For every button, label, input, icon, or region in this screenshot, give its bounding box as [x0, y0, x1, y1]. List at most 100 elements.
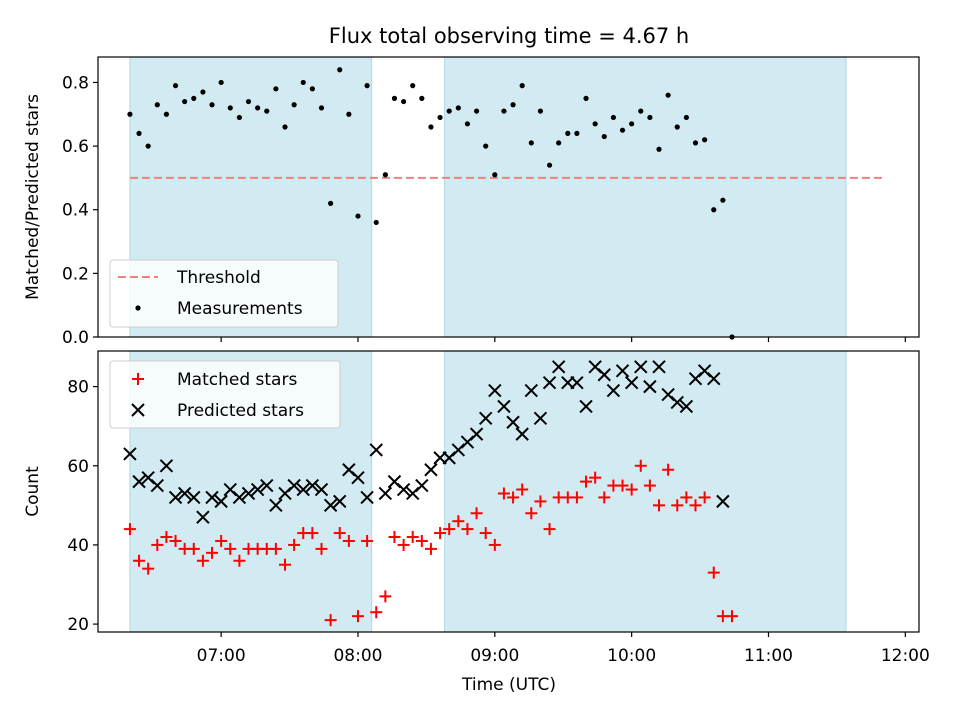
measurement-point: [702, 137, 708, 143]
predicted-point: [551, 360, 566, 374]
measurement-point: [255, 105, 261, 111]
measurement-point: [683, 114, 689, 121]
measurement-point: [428, 124, 434, 130]
matched-point: [643, 479, 656, 492]
predicted-point-b: [360, 490, 374, 505]
measurement-point: [236, 114, 242, 121]
measurement-point: [546, 162, 553, 168]
measurement-point: [510, 102, 516, 108]
matched-stars-points: [123, 459, 738, 627]
measurement-point: [583, 95, 589, 101]
measurement-point: [300, 79, 306, 86]
y-tick-label: 40: [67, 536, 89, 556]
predicted-point: [396, 482, 411, 497]
matched-point: [215, 534, 228, 547]
predicted-point-b: [524, 383, 539, 398]
matched-point: [680, 491, 693, 504]
matched-point: [306, 527, 319, 540]
matched-point: [534, 495, 547, 508]
predicted-point: [378, 486, 393, 501]
predicted-point: [305, 478, 320, 493]
legend-matched-marker: [132, 373, 144, 385]
matched-point: [525, 507, 538, 520]
legend-measurements-label: Measurements: [177, 299, 303, 319]
predicted-point-b: [205, 490, 219, 505]
matched-point: [689, 499, 702, 512]
matched-point: [361, 534, 374, 547]
top-y-axis-label: Matched/Predicted stars: [23, 94, 43, 300]
measurement-point: [528, 140, 534, 146]
bottom-legend-box: [109, 360, 341, 429]
measurement-point: [565, 130, 571, 136]
predicted-point-b: [141, 470, 155, 485]
top-y-ticks: 0.0 0.2 0.4 0.6 0.8: [62, 73, 98, 348]
predicted-point-b: [415, 478, 429, 493]
matched-point: [142, 562, 155, 575]
measurement-point: [400, 98, 407, 105]
predicted-point: [196, 510, 210, 524]
predicted-point: [716, 494, 730, 509]
measurement-point: [410, 83, 416, 89]
predicted-point: [634, 360, 648, 374]
predicted-point: [643, 379, 657, 394]
predicted-point-b: [707, 371, 721, 386]
predicted-point: [214, 494, 228, 509]
predicted-point: [533, 411, 548, 425]
x-tick-label: 09:00: [470, 646, 519, 666]
bottom-y-ticks: 20 40 60 80: [67, 378, 98, 635]
matched-point: [342, 534, 355, 547]
x-tick-label: 11:00: [744, 646, 793, 666]
predicted-point: [515, 427, 529, 441]
legend-predicted-marker: [131, 403, 145, 417]
predicted-point: [506, 415, 520, 429]
y-tick-label: 20: [67, 615, 89, 635]
predicted-point-b: [424, 463, 438, 477]
matched-point: [725, 610, 738, 623]
measurement-point: [492, 172, 498, 178]
predicted-point-b: [570, 375, 584, 390]
measurement-point: [692, 140, 699, 146]
predicted-point-b: [579, 399, 593, 414]
measurement-point: [318, 105, 325, 111]
predicted-point: [497, 399, 511, 414]
predicted-point: [232, 490, 247, 505]
predicted-point-b: [123, 447, 137, 461]
predicted-point: [314, 482, 329, 497]
legend-threshold-label: Threshold: [176, 268, 261, 288]
measurement-point: [200, 89, 206, 95]
predicted-point-b: [241, 486, 256, 501]
predicted-point: [570, 375, 584, 390]
predicted-point-b: [168, 490, 183, 505]
predicted-point-b: [670, 395, 684, 410]
predicted-point-b: [697, 364, 712, 378]
observing-window-2: [444, 56, 847, 338]
predicted-point: [241, 486, 256, 501]
matched-point: [406, 531, 419, 544]
predicted-point: [369, 443, 383, 457]
predicted-point-b: [542, 375, 557, 390]
predicted-point-b: [187, 490, 201, 505]
predicted-point: [159, 459, 174, 473]
measurement-point: [163, 111, 170, 117]
measurement-point: [638, 108, 644, 114]
measurement-point: [337, 67, 343, 73]
measurement-point: [127, 111, 133, 117]
measurement-point: [647, 114, 653, 121]
predicted-point-b: [378, 486, 393, 501]
matched-point: [580, 475, 593, 488]
predicted-point: [360, 490, 374, 505]
predicted-point-b: [269, 498, 283, 513]
predicted-point-b: [615, 364, 630, 378]
matched-point: [653, 499, 666, 512]
matched-point: [187, 542, 200, 555]
predicted-point: [524, 383, 539, 398]
predicted-point-b: [497, 399, 511, 414]
top-axes-frame: [97, 56, 920, 338]
matched-point: [625, 483, 638, 496]
predicted-point-b: [296, 482, 310, 497]
matched-point: [324, 614, 337, 627]
matched-point: [616, 479, 629, 492]
measurement-point: [182, 98, 188, 105]
predicted-point: [269, 498, 283, 513]
